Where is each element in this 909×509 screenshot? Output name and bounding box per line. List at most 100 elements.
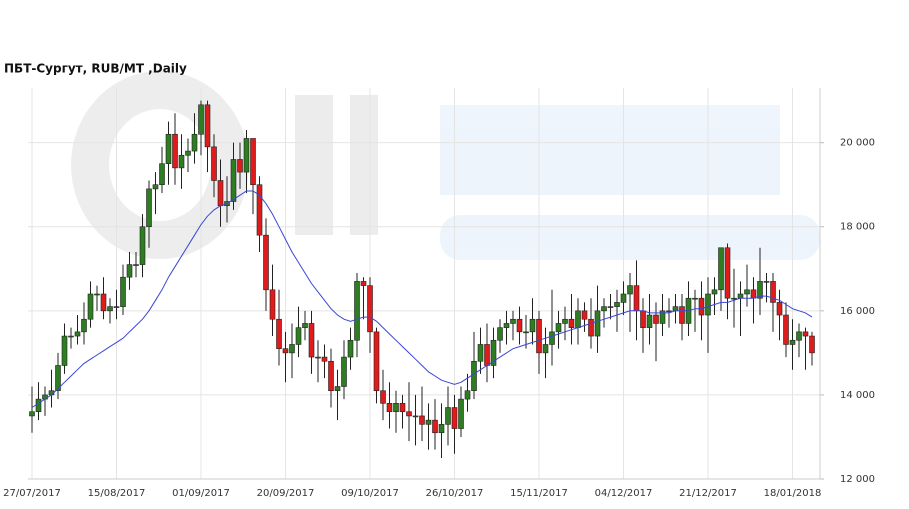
candle-body (490, 339, 497, 366)
candle-body (211, 146, 217, 181)
candle-body (562, 318, 568, 324)
moving-average-line (31, 190, 813, 408)
candle-body (594, 310, 601, 337)
y-tick-label: 18 000 (840, 222, 875, 233)
candle-body (334, 386, 341, 392)
candle-body (724, 247, 731, 299)
x-tick-label: 26/10/2017 (426, 488, 484, 499)
candle-body (308, 323, 315, 358)
candle-body (698, 297, 705, 316)
candle-body (198, 104, 204, 135)
candle-body (529, 318, 536, 333)
candle-body (640, 310, 646, 328)
candle-body (55, 365, 61, 392)
candle-body (737, 293, 744, 299)
candle-body (146, 188, 152, 228)
x-tick-label: 27/07/2017 (3, 488, 61, 499)
candle-body (386, 403, 393, 413)
candle-body (152, 184, 159, 190)
candle-body (432, 419, 438, 434)
candle-body (126, 264, 133, 278)
candle-body (458, 398, 464, 429)
candle-body (692, 297, 698, 300)
candle-body (711, 289, 718, 295)
candle-body (510, 318, 516, 324)
candle-body (74, 331, 81, 337)
candle-body (289, 344, 295, 354)
candle-body (328, 360, 334, 392)
candle-body (497, 327, 503, 341)
candle-body (666, 310, 672, 313)
candle-body (718, 247, 724, 291)
candle-body (237, 159, 243, 173)
candle-body (178, 154, 185, 169)
candle-body (191, 133, 198, 152)
candle-body (464, 390, 471, 400)
candle-body (549, 331, 555, 345)
candle-body (276, 318, 282, 349)
x-tick-label: 18/01/2018 (764, 488, 822, 499)
x-tick-label: 01/09/2017 (172, 488, 230, 499)
candle-body (731, 297, 737, 300)
candle-body (406, 411, 412, 417)
candle-body (204, 104, 211, 148)
candle-body (302, 323, 308, 328)
candle-body (620, 293, 627, 303)
candle-body (581, 310, 588, 320)
candle-body (770, 281, 776, 303)
candle-body (763, 281, 770, 283)
candle-body (445, 407, 451, 425)
candle-body (412, 415, 419, 418)
candle-body (373, 331, 380, 392)
candle-body (113, 306, 120, 308)
candle-body (750, 289, 757, 299)
candle-body (354, 281, 360, 341)
x-tick-label: 15/08/2017 (88, 488, 146, 499)
candle-body (360, 281, 367, 286)
candle-body (256, 184, 263, 236)
candle-body (809, 335, 815, 354)
candle-body (87, 293, 94, 320)
y-tick-label: 16 000 (840, 306, 875, 317)
candle-body (133, 264, 139, 266)
x-tick-label: 21/12/2017 (679, 488, 737, 499)
candle-body (165, 133, 172, 164)
candle-body (250, 138, 256, 185)
x-tick-label: 20/09/2017 (257, 488, 315, 499)
candle-body (269, 289, 276, 320)
candle-body (503, 323, 510, 328)
candle-body (100, 293, 107, 312)
candle-body (29, 411, 35, 417)
candle-body (185, 150, 191, 156)
x-tick-label: 09/10/2017 (341, 488, 399, 499)
candle-body (321, 356, 328, 362)
candle-body (776, 302, 783, 316)
candle-body (159, 163, 165, 185)
candle-body (679, 306, 685, 324)
candle-body (796, 331, 802, 341)
candle-body (347, 339, 354, 358)
y-tick-label: 14 000 (840, 390, 875, 401)
candle-body (399, 403, 406, 413)
y-tick-label: 12 000 (840, 474, 875, 485)
candle-body (555, 323, 562, 333)
candle-body (68, 335, 74, 338)
candle-body (35, 398, 42, 413)
candle-body (516, 318, 523, 333)
x-tick-label: 15/11/2017 (510, 488, 568, 499)
candle-body (263, 234, 269, 291)
candle-body (61, 335, 68, 366)
candle-body (601, 306, 607, 312)
candle-body (425, 419, 432, 425)
candle-body (705, 293, 711, 316)
candle-body (172, 133, 178, 169)
candle-body (783, 314, 789, 345)
candle-body (523, 331, 529, 334)
candle-body (315, 356, 321, 359)
chart-title: ПБТ-Сургут, RUB/MT ,Daily (4, 62, 187, 76)
y-tick-label: 20 000 (840, 138, 875, 149)
candle-body (419, 415, 425, 425)
candle-body (484, 344, 490, 366)
candle-body (672, 306, 679, 312)
